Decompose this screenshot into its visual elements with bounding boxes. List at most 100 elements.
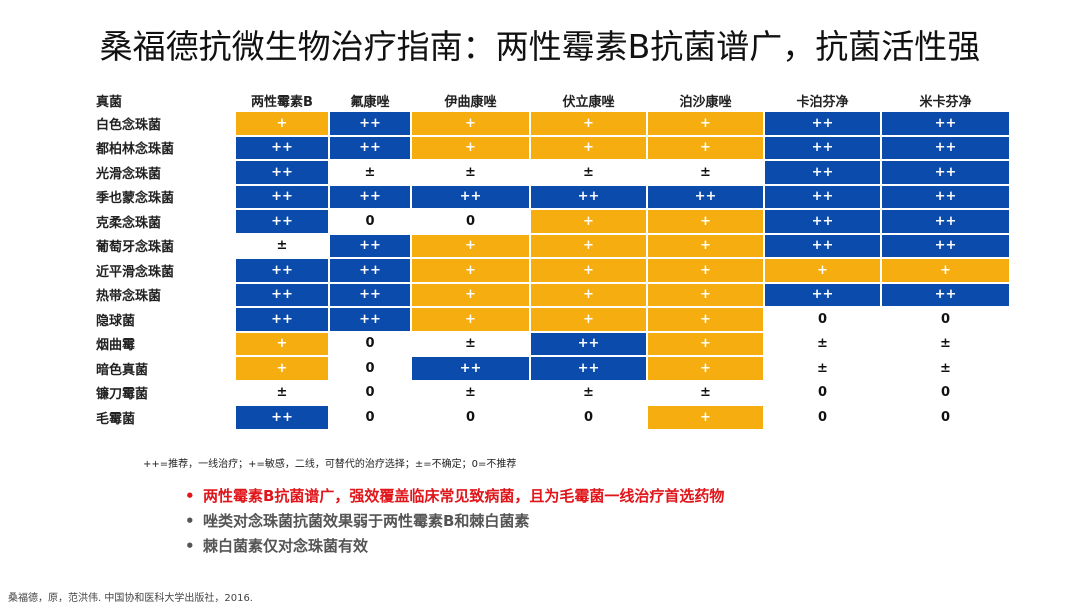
table-cell: 0 — [765, 406, 880, 429]
table-cell: ++ — [236, 259, 328, 282]
table-cell: 0 — [330, 332, 410, 355]
table-cell: ++ — [882, 234, 1009, 257]
table-cell: ± — [330, 161, 410, 184]
table-row: 近平滑念珠菌 ++ ++ + + + + + — [84, 259, 1009, 282]
table-cell: + — [648, 234, 763, 257]
bullet-dot-icon: • — [185, 512, 195, 530]
column-header: 两性霉素B — [251, 94, 313, 110]
table-cell: + — [648, 136, 763, 159]
table-cell: 0 — [765, 381, 880, 404]
table-cell: ++ — [882, 112, 1009, 135]
table-cell: + — [531, 112, 646, 135]
table-cell: + — [648, 308, 763, 331]
table-cell: ++ — [765, 234, 880, 257]
fungus-name: 光滑念珠菌 — [96, 166, 162, 182]
table-cell: ++ — [765, 161, 880, 184]
table-cell: ++ — [765, 283, 880, 306]
table-cell: 0 — [882, 308, 1009, 331]
table-cell: + — [236, 357, 328, 380]
table-cell: + — [531, 210, 646, 233]
table-cell: 0 — [412, 406, 529, 429]
table-cell: + — [648, 283, 763, 306]
table-cell: ++ — [330, 136, 410, 159]
table-cell: ++ — [765, 210, 880, 233]
fungus-name: 热带念珠菌 — [96, 289, 162, 305]
key-point: • 两性霉素B抗菌谱广，强效覆盖临床常见致病菌，且为毛霉菌一线治疗首选药物 — [185, 484, 724, 509]
table-cell: ± — [236, 234, 328, 257]
table-cell: 0 — [765, 308, 880, 331]
table-cell: ++ — [236, 161, 328, 184]
table-cell: ++ — [236, 185, 328, 208]
table-row: 葡萄牙念珠菌 ± ++ + + + ++ ++ — [84, 234, 1009, 257]
table-cell: 0 — [882, 406, 1009, 429]
table-cell: + — [531, 283, 646, 306]
corner-header: 真菌 — [96, 94, 123, 110]
table-cell: ++ — [648, 185, 763, 208]
table-cell: + — [412, 112, 529, 135]
column-header: 氟康唑 — [350, 94, 390, 110]
table-cell: + — [412, 234, 529, 257]
key-points-list: • 两性霉素B抗菌谱广，强效覆盖临床常见致病菌，且为毛霉菌一线治疗首选药物 • 唑类… — [185, 484, 724, 559]
fungus-name: 烟曲霉 — [96, 338, 136, 354]
fungus-name: 镰刀霉菌 — [96, 387, 149, 403]
table-cell: + — [531, 259, 646, 282]
table-cell: + — [531, 136, 646, 159]
table-cell: ++ — [765, 112, 880, 135]
table-cell: + — [412, 259, 529, 282]
table-cell: 0 — [330, 406, 410, 429]
table-cell: ++ — [236, 308, 328, 331]
table-cell: ± — [236, 381, 328, 404]
table-row: 隐球菌 ++ ++ + + +0 0 — [84, 308, 1009, 331]
table-cell: 0 — [412, 210, 529, 233]
column-header: 伊曲康唑 — [444, 94, 497, 110]
table-row: 热带念珠菌 ++ ++ + + + ++ ++ — [84, 283, 1009, 306]
table-cell: ± — [531, 161, 646, 184]
table-cell: + — [531, 234, 646, 257]
fungus-name: 隐球菌 — [96, 313, 136, 329]
susceptibility-table: 真菌 两性霉素B 氟康唑 伊曲康唑 伏立康唑 泊沙康唑 卡泊芬净 米卡芬净 白色… — [82, 88, 1011, 431]
table-cell: 0 — [330, 357, 410, 380]
table-cell: ++ — [330, 259, 410, 282]
table-cell: 0 — [330, 381, 410, 404]
table-cell: + — [412, 283, 529, 306]
table-cell: ± — [412, 381, 529, 404]
table-row: 光滑念珠菌 ++ ± ± ± ± ++ ++ — [84, 161, 1009, 184]
bullet-dot-icon: • — [185, 487, 195, 505]
table-cell: ++ — [330, 185, 410, 208]
table-cell: ++ — [236, 210, 328, 233]
fungus-name: 葡萄牙念珠菌 — [96, 240, 175, 256]
table-cell: + — [531, 308, 646, 331]
table-cell: ± — [648, 381, 763, 404]
fungus-name: 都柏林念珠菌 — [96, 142, 175, 158]
table-cell: ± — [765, 332, 880, 355]
slide-title: 桑福德抗微生物治疗指南：两性霉素B抗菌谱广，抗菌活性强 — [99, 27, 981, 66]
table-cell: ++ — [236, 406, 328, 429]
table-cell: ++ — [330, 234, 410, 257]
table-cell: ++ — [412, 185, 529, 208]
table-cell: ++ — [765, 136, 880, 159]
table-cell: ± — [882, 357, 1009, 380]
table-row: 烟曲霉 +0 ± ++ + ± ± — [84, 332, 1009, 355]
key-point: • 唑类对念珠菌抗菌效果弱于两性霉素B和棘白菌素 — [185, 509, 724, 534]
table-cell: ++ — [882, 210, 1009, 233]
table-cell: ++ — [236, 136, 328, 159]
fungus-name: 暗色真菌 — [96, 362, 149, 378]
table-cell: ± — [765, 357, 880, 380]
table-cell: 0 — [531, 406, 646, 429]
table-cell: + — [648, 259, 763, 282]
table-cell: + — [648, 332, 763, 355]
table-cell: + — [648, 406, 763, 429]
key-point-text: 两性霉素B抗菌谱广，强效覆盖临床常见致病菌，且为毛霉菌一线治疗首选药物 — [203, 487, 725, 505]
table-cell: ± — [531, 381, 646, 404]
source-citation: 桑福德，原，范洪伟. 中国协和医科大学出版社，2016. — [8, 593, 253, 604]
table-cell: ++ — [330, 283, 410, 306]
column-header: 米卡芬净 — [919, 94, 972, 110]
table-cell: ++ — [330, 112, 410, 135]
table-cell: ++ — [531, 357, 646, 380]
key-point-text: 唑类对念珠菌抗菌效果弱于两性霉素B和棘白菌素 — [203, 512, 530, 530]
table-cell: ++ — [330, 308, 410, 331]
table-cell: + — [236, 332, 328, 355]
table-cell: ++ — [236, 283, 328, 306]
table-cell: ± — [412, 332, 529, 355]
table-cell: 0 — [882, 381, 1009, 404]
